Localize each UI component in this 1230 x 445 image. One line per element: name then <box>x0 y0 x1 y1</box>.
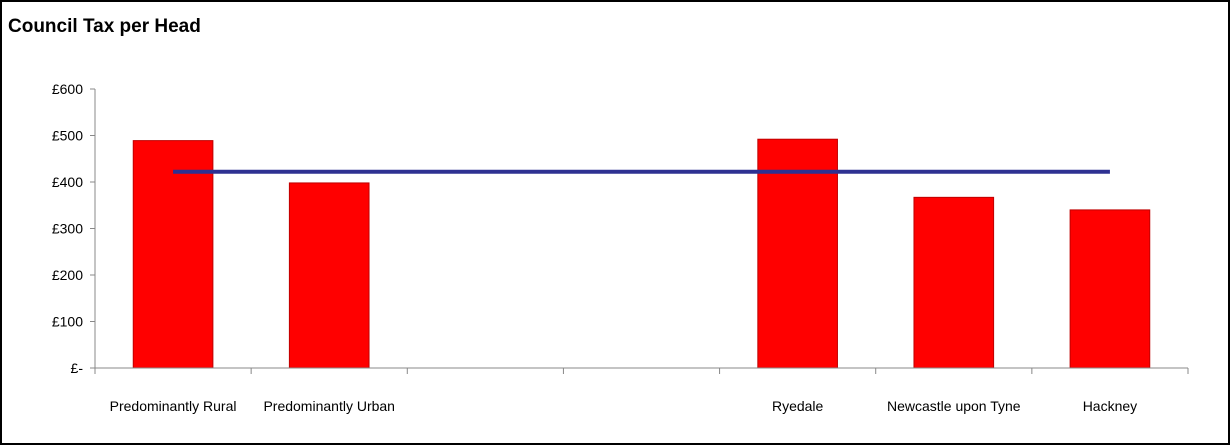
bar-newcastle-upon-tyne <box>913 196 995 369</box>
bar-hackney <box>1069 209 1151 369</box>
y-tick-label: £500 <box>52 128 83 144</box>
chart-title: Council Tax per Head <box>8 16 201 37</box>
bar-predominantly-rural <box>132 140 214 369</box>
x-tick-label: Ryedale <box>772 398 824 414</box>
bar-ryedale <box>757 138 838 369</box>
y-tick-label: £600 <box>52 81 83 97</box>
y-tick-label: £300 <box>52 221 83 237</box>
y-tick-label: £200 <box>52 267 83 283</box>
x-tick-label: Newcastle upon Tyne <box>887 398 1021 414</box>
bar-predominantly-urban <box>288 182 370 369</box>
y-tick-label: £- <box>71 360 84 376</box>
x-tick-label: Hackney <box>1083 398 1137 414</box>
y-tick-label: £100 <box>52 314 83 330</box>
x-tick-label: Predominantly Rural <box>110 398 237 414</box>
x-tick-label: Predominantly Urban <box>263 398 395 414</box>
y-tick-label: £400 <box>52 174 83 190</box>
